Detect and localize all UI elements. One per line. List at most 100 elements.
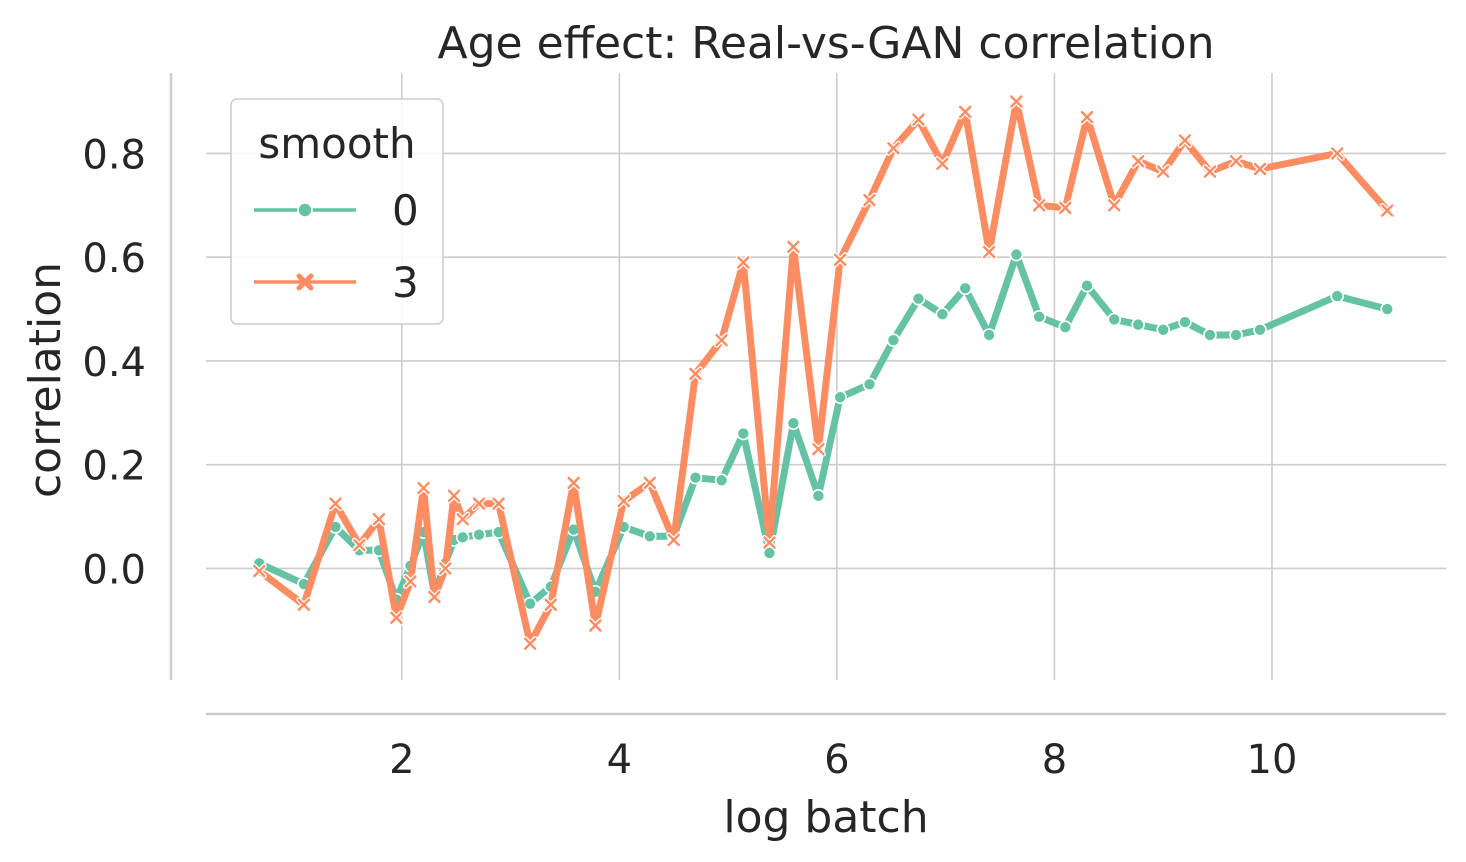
data-point <box>491 496 507 512</box>
data-point <box>1203 328 1217 342</box>
data-point <box>687 366 703 382</box>
data-point <box>1202 164 1218 180</box>
data-point <box>832 252 848 268</box>
data-point <box>251 563 267 579</box>
chart-title: Age effect: Real-vs-GAN correlation <box>438 18 1215 69</box>
data-point <box>1107 312 1122 327</box>
data-point <box>935 307 950 322</box>
data-point <box>1178 315 1192 329</box>
data-point <box>862 377 877 392</box>
data-point <box>446 488 462 504</box>
data-point <box>402 573 418 589</box>
legend-title: smooth <box>258 119 415 168</box>
tick-labels: 0.0 0.2 0.4 0.6 0.8 2 4 6 8 10 <box>82 132 1297 783</box>
data-point <box>1253 323 1267 337</box>
data-point <box>471 496 487 512</box>
legend: smooth 03 <box>230 98 444 325</box>
x-tick-label: 10 <box>1247 737 1298 783</box>
data-point <box>735 254 751 270</box>
data-point <box>1031 197 1047 213</box>
data-point <box>455 511 471 527</box>
data-point <box>1228 153 1244 169</box>
data-point <box>437 560 453 576</box>
data-point <box>688 470 703 485</box>
data-point <box>1156 323 1170 337</box>
legend-item-0: 0 <box>254 186 419 235</box>
data-point <box>1057 200 1073 216</box>
data-point <box>1155 164 1171 180</box>
data-point <box>862 192 878 208</box>
x-tick-label: 2 <box>389 737 414 783</box>
data-point <box>1379 202 1395 218</box>
data-point <box>911 291 926 306</box>
data-point <box>472 527 486 542</box>
data-point <box>587 618 603 634</box>
data-point <box>811 489 826 503</box>
x-tick-label: 6 <box>824 737 849 783</box>
data-point <box>934 156 950 172</box>
data-point <box>351 537 367 553</box>
data-point <box>958 281 973 296</box>
data-point <box>616 493 632 509</box>
data-point <box>1330 289 1345 303</box>
data-point <box>1252 161 1268 177</box>
y-tick-label: 0.4 <box>82 340 146 386</box>
data-point <box>1032 310 1046 324</box>
data-point <box>1131 317 1145 332</box>
data-point <box>833 390 847 405</box>
data-point <box>1058 320 1073 335</box>
x-tick-label: 4 <box>607 737 632 783</box>
legend-items: 03 <box>254 186 419 307</box>
y-tick-label: 0.2 <box>82 444 146 490</box>
x-axis-label: log batch <box>723 792 928 843</box>
legend-marker-icon <box>296 273 314 291</box>
data-point <box>761 535 777 551</box>
data-point <box>1106 197 1122 213</box>
data-point <box>1079 109 1095 125</box>
legend-label: 0 <box>392 186 419 235</box>
data-point <box>714 473 729 488</box>
data-point <box>416 480 432 496</box>
data-point <box>1229 328 1243 342</box>
data-point <box>1080 278 1094 293</box>
data-point <box>885 140 901 156</box>
data-point <box>886 333 901 347</box>
x-tick-label: 8 <box>1042 737 1067 783</box>
y-tick-label: 0.0 <box>82 547 146 593</box>
data-point <box>455 530 470 545</box>
data-point <box>543 597 559 613</box>
data-point <box>786 416 801 430</box>
legend-item-3: 3 <box>254 258 419 307</box>
data-point <box>1380 302 1395 316</box>
data-point <box>1130 153 1146 169</box>
legend-marker-icon <box>297 202 313 218</box>
data-point <box>296 597 312 613</box>
data-point <box>1009 247 1024 262</box>
data-point <box>957 104 973 120</box>
data-point <box>1177 132 1193 148</box>
data-point <box>1329 145 1345 161</box>
data-point <box>371 511 387 527</box>
data-point <box>426 589 442 605</box>
data-point <box>388 610 404 626</box>
y-axis-label: correlation <box>20 262 71 498</box>
series-layer <box>251 94 1395 652</box>
legend-label: 3 <box>392 258 419 307</box>
y-tick-label: 0.6 <box>82 236 146 282</box>
data-point <box>566 475 582 491</box>
data-point <box>1008 94 1024 110</box>
data-point <box>762 546 777 560</box>
data-point <box>327 496 343 512</box>
data-point <box>642 529 657 544</box>
data-point <box>910 112 926 128</box>
data-point <box>714 332 730 348</box>
axis-spines <box>169 73 1446 716</box>
y-tick-label: 0.8 <box>82 132 146 178</box>
data-point <box>785 239 801 255</box>
data-point <box>666 532 682 548</box>
data-point <box>810 441 826 457</box>
data-point <box>522 636 538 652</box>
series-3 <box>251 94 1395 652</box>
data-point <box>736 426 751 441</box>
